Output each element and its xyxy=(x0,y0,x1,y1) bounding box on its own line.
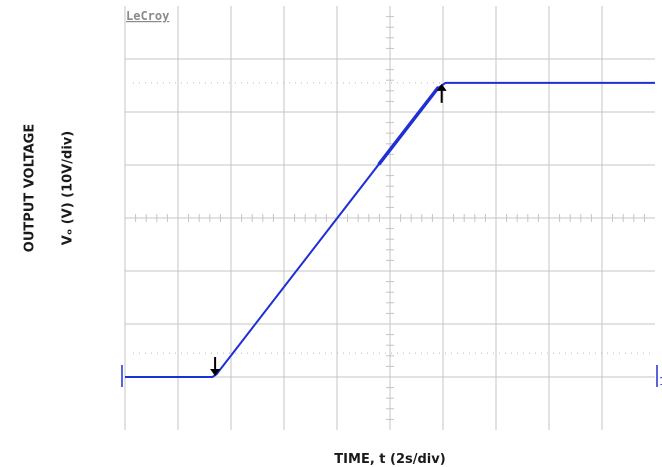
graticule-grid xyxy=(124,6,655,430)
up-arrow-icon xyxy=(436,83,447,91)
down-arrow-icon xyxy=(210,369,221,376)
channel-label: 1 xyxy=(659,375,662,388)
y-axis-label: OUTPUT VOLTAGE xyxy=(22,123,38,253)
y-axis-sublabel: Vₒ (V) (10V/div) xyxy=(60,130,76,246)
marker-group: 1 xyxy=(121,83,662,388)
series-noise-band xyxy=(377,86,440,166)
series-line xyxy=(125,81,655,378)
x-axis-label: TIME, t (2s/div) xyxy=(334,452,446,467)
trace-group xyxy=(125,81,655,378)
brand-logo: LeCroy xyxy=(126,9,169,23)
